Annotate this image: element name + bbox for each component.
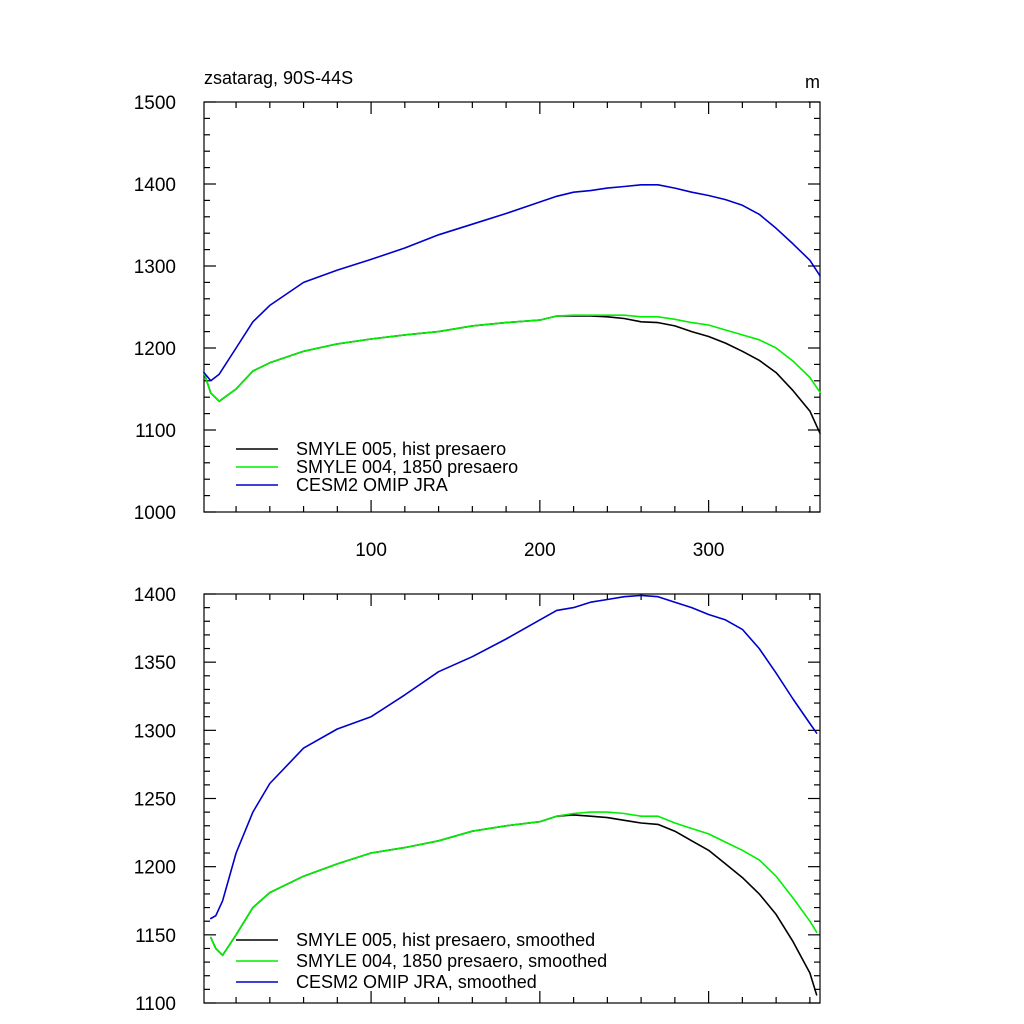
chart-title: zsatarag, 90S-44S bbox=[204, 68, 353, 88]
x-tick-label: 100 bbox=[355, 540, 387, 561]
legend-label: SMYLE 004, 1850 presaero, smoothed bbox=[296, 951, 607, 971]
y-tick-label: 1350 bbox=[134, 653, 176, 674]
units-label: m bbox=[805, 72, 820, 92]
y-tick-label: 1100 bbox=[135, 994, 176, 1015]
x-tick-label: 200 bbox=[524, 540, 556, 561]
plot-frame bbox=[203, 101, 821, 513]
series-line-1 bbox=[210, 811, 818, 957]
y-tick-label: 1150 bbox=[135, 926, 176, 947]
legend-label: SMYLE 004, 1850 presaero bbox=[296, 457, 518, 477]
panel-top: 1000 1100 1200 1300 1400 1500 100 200 300 SMYLE 0… bbox=[134, 93, 821, 561]
y-tick-label: 1300 bbox=[134, 257, 176, 278]
legend-label: CESM2 OMIP JRA bbox=[296, 475, 448, 495]
series-line-1 bbox=[203, 314, 821, 403]
legend-label: SMYLE 005, hist presaero, smoothed bbox=[296, 930, 595, 950]
y-tick-label: 1400 bbox=[134, 175, 176, 196]
y-tick-label: 1300 bbox=[134, 721, 176, 742]
series-line-0 bbox=[203, 315, 821, 435]
y-tick-label: 1000 bbox=[134, 503, 176, 524]
series-line-2 bbox=[210, 594, 818, 920]
y-tick-label: 1250 bbox=[134, 790, 176, 811]
y-tick-label: 1500 bbox=[134, 93, 176, 114]
panel-bottom: 1100 1150 1200 1250 1300 1350 1400 SMYLE 005, h… bbox=[134, 585, 821, 1015]
y-tick-label: 1200 bbox=[134, 339, 176, 360]
y-tick-label: 1400 bbox=[134, 585, 176, 606]
legend-label: CESM2 OMIP JRA, smoothed bbox=[296, 972, 537, 992]
legend-label: SMYLE 005, hist presaero bbox=[296, 439, 506, 459]
series-line-2 bbox=[203, 184, 821, 382]
x-tick-label: 300 bbox=[693, 540, 725, 561]
y-tick-label: 1200 bbox=[134, 858, 176, 879]
y-tick-label: 1100 bbox=[135, 421, 176, 442]
